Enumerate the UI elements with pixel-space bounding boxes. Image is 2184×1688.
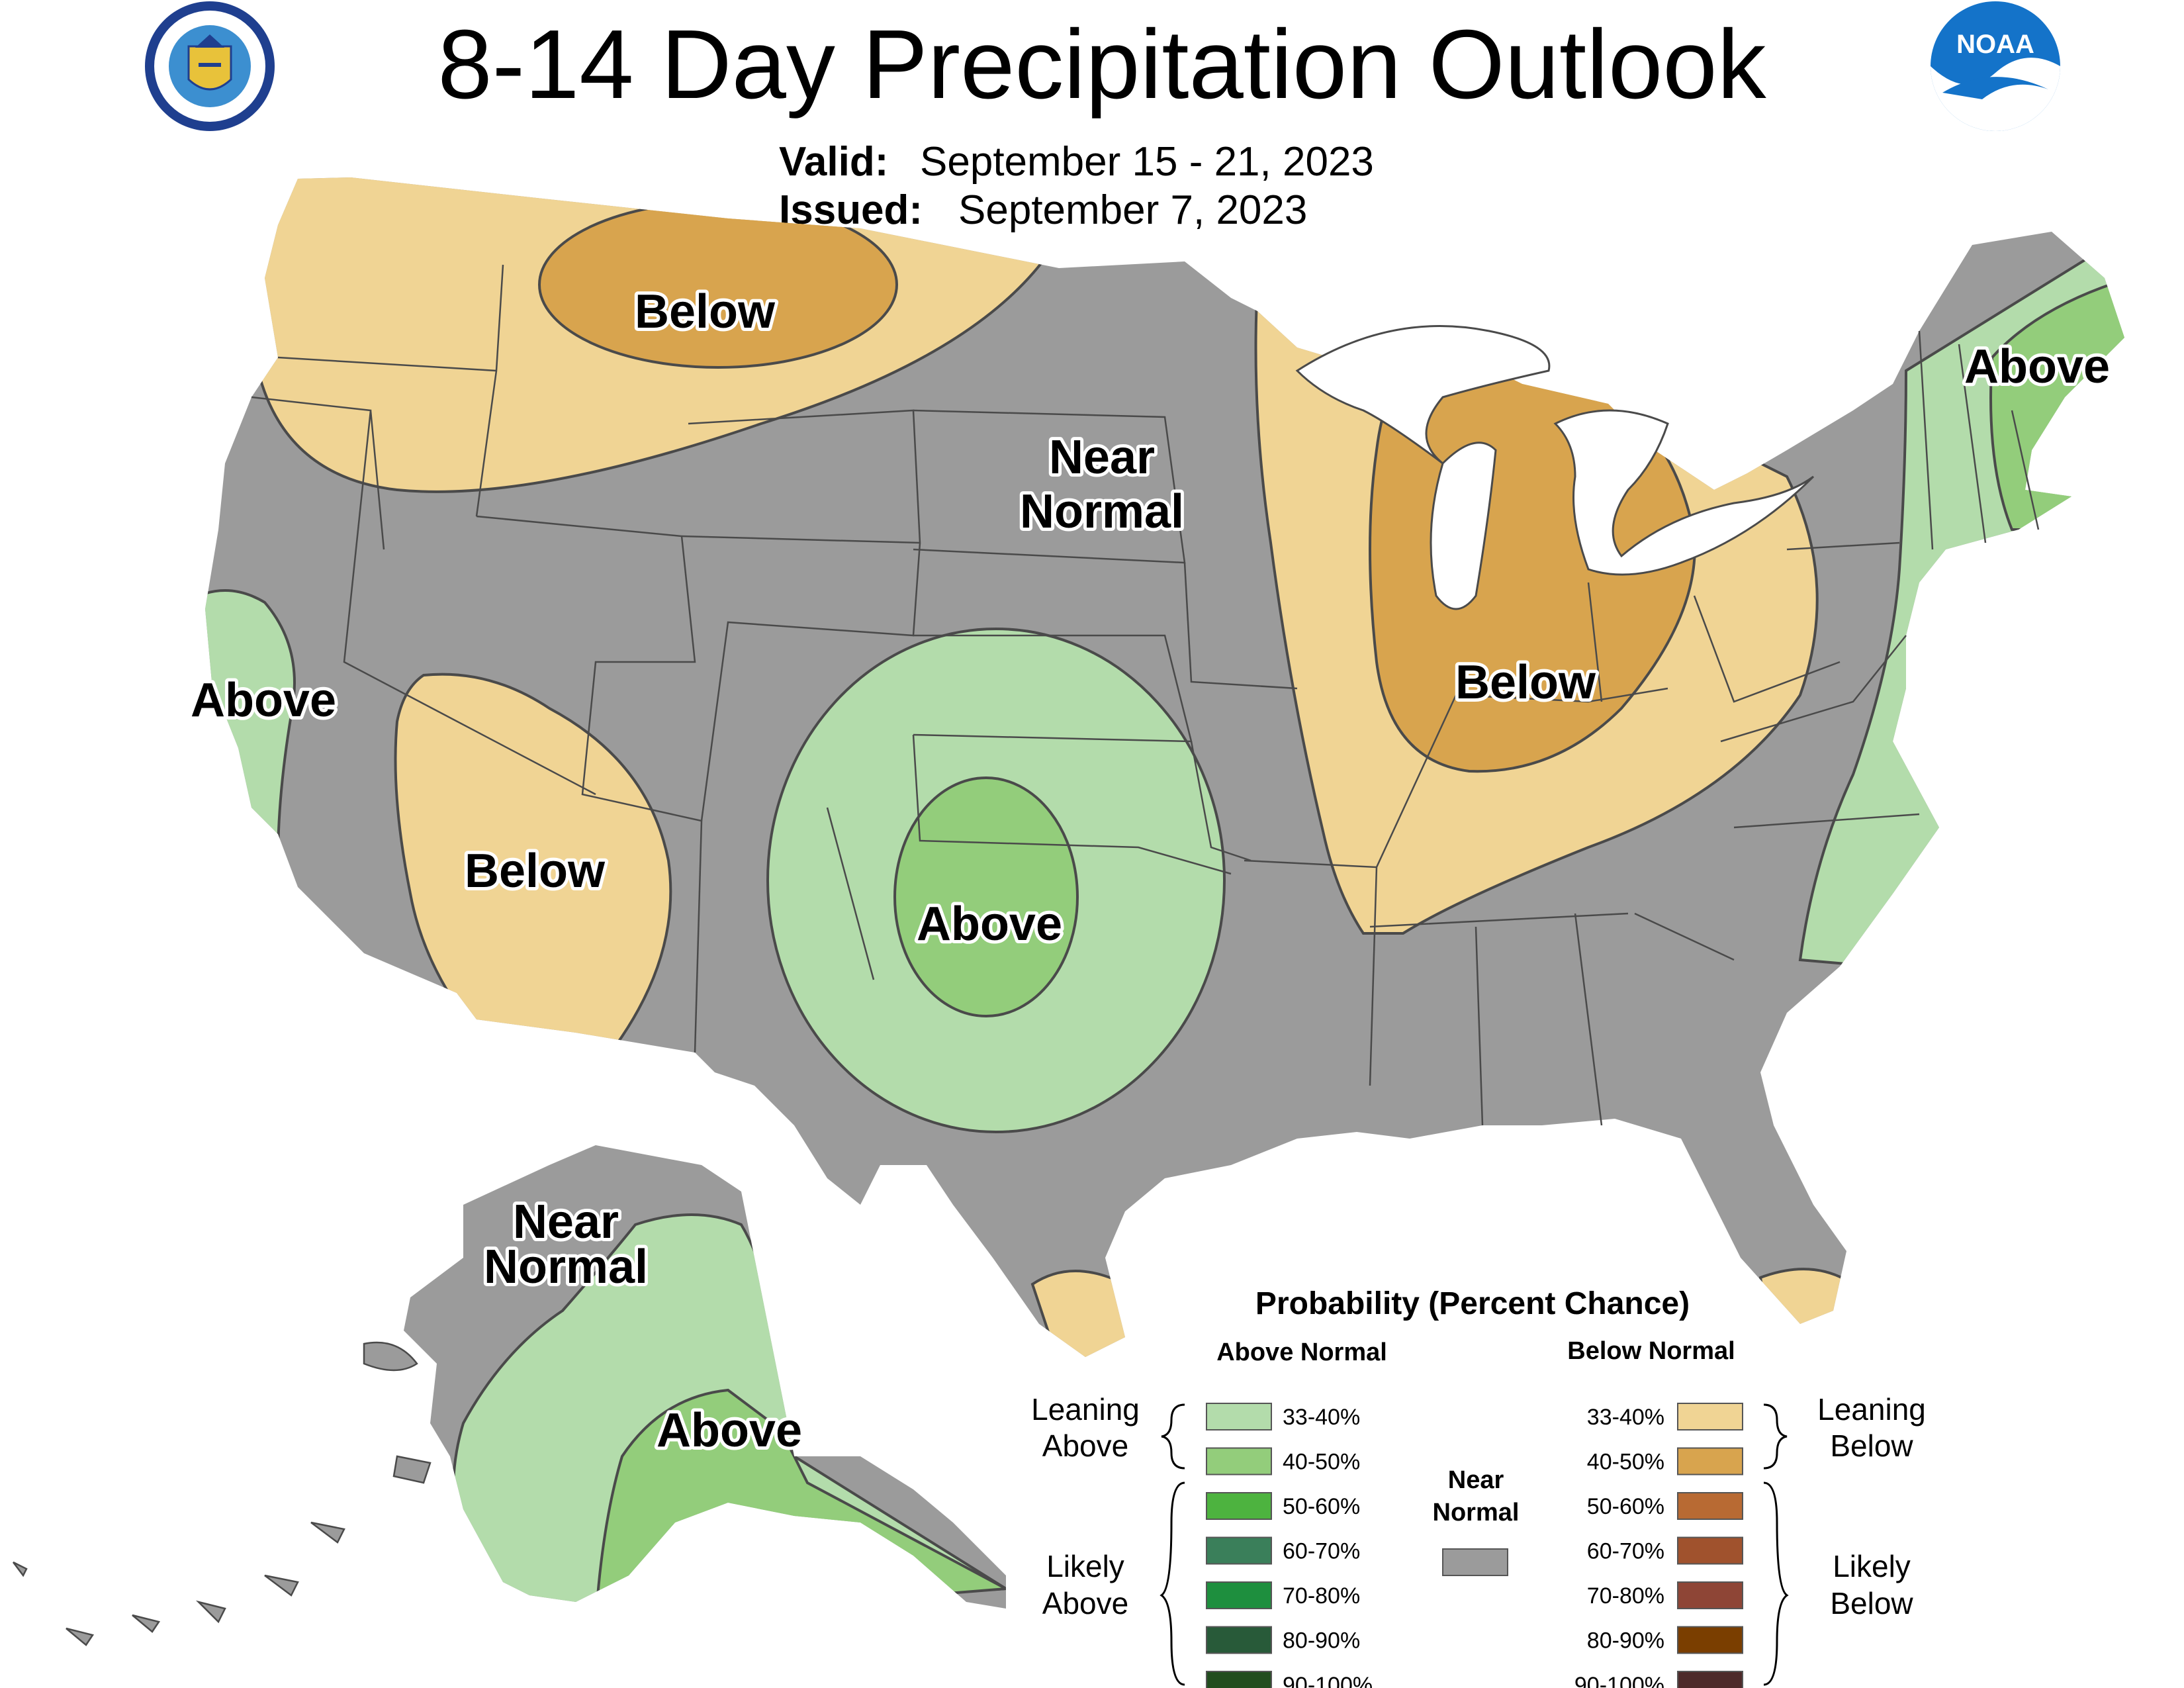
label-ak-near-1: Near — [513, 1196, 619, 1248]
legend-below-swatch-6 — [1677, 1626, 1743, 1654]
legend-above-range-2: 40-50% — [1283, 1450, 1360, 1475]
legend-below-swatch-5 — [1677, 1581, 1743, 1609]
legend-below-swatch-3 — [1677, 1492, 1743, 1520]
legend-leaning-above-1: Leaning — [1031, 1392, 1140, 1427]
legend-near-normal-1: Near — [1448, 1466, 1504, 1494]
legend-above-swatch-4 — [1206, 1536, 1272, 1565]
legend-likely-below-2: Below — [1830, 1586, 1913, 1620]
great-lakes — [1295, 325, 1815, 610]
legend-below-range-4: 60-70% — [1587, 1539, 1664, 1564]
legend-above-range-6: 80-90% — [1283, 1628, 1360, 1654]
label-gl-below: Below — [1455, 656, 1596, 709]
legend-above-rows: 33-40% 40-50% 50-60% 60-70% 70-80% 80-90% 90-1… — [1206, 1403, 1373, 1688]
legend-below-range-7: 90-100% — [1574, 1673, 1664, 1688]
label-ak-above: Above — [657, 1404, 802, 1457]
label-ak-near-2: Normal — [484, 1241, 648, 1293]
legend-swatch-near-normal — [1442, 1548, 1508, 1576]
noaa-logo-icon: NOAA — [1931, 1, 2060, 131]
label-sp-above: Above — [917, 898, 1062, 951]
legend-below-swatch-2 — [1677, 1447, 1743, 1476]
legend-brace-likely-above — [1160, 1481, 1185, 1686]
page-title: 8-14 Day Precipitation Outlook — [437, 10, 1766, 119]
legend-leaning-above-2: Above — [1042, 1429, 1128, 1463]
aleutian-islands — [13, 1341, 432, 1646]
valid-label: Valid: — [779, 139, 888, 185]
legend-brace-likely-below — [1763, 1481, 1789, 1686]
legend-above-swatch-7 — [1206, 1671, 1272, 1688]
legend-below-swatch-1 — [1677, 1403, 1743, 1430]
legend-below-range-6: 80-90% — [1587, 1628, 1664, 1654]
conus-map — [205, 177, 2124, 1357]
legend-brace-leaning-below — [1763, 1403, 1788, 1470]
legend-above-range-5: 70-80% — [1283, 1583, 1360, 1609]
state-boundaries — [251, 264, 2040, 1126]
legend-above-range-7: 90-100% — [1283, 1673, 1373, 1688]
label-pnw-below: Below — [635, 285, 776, 338]
legend-above-swatch-2 — [1206, 1447, 1272, 1476]
legend-likely-above-2: Above — [1042, 1586, 1128, 1620]
legend-above-range-4: 60-70% — [1283, 1539, 1360, 1564]
legend-likely-below-1: Likely — [1833, 1549, 1911, 1583]
svg-text:NOAA: NOAA — [1956, 30, 2034, 59]
map-labels: Below Near Normal Above Below Above Belo… — [187, 282, 2113, 1460]
legend-above-range-1: 33-40% — [1283, 1405, 1360, 1430]
legend-near-normal-2: Normal — [1433, 1499, 1520, 1526]
legend-brace-leaning-above — [1161, 1403, 1185, 1470]
valid-dates: September 15 - 21, 2023 — [920, 139, 1374, 185]
legend-below-range-1: 33-40% — [1587, 1405, 1664, 1430]
label-sw-below: Below — [465, 845, 606, 898]
label-near-normal-1: Near — [1049, 431, 1155, 484]
legend-above-swatch-3 — [1206, 1492, 1272, 1520]
legend-below-swatch-7 — [1677, 1671, 1743, 1688]
legend-above-swatch-5 — [1206, 1581, 1272, 1609]
legend-above-swatch-1 — [1206, 1403, 1272, 1430]
label-near-normal-2: Normal — [1020, 485, 1184, 538]
legend-above-swatch-6 — [1206, 1626, 1272, 1654]
legend-below-range-3: 50-60% — [1587, 1494, 1664, 1519]
legend-above-range-3: 50-60% — [1283, 1494, 1360, 1519]
legend-below-range-2: 40-50% — [1587, 1450, 1664, 1475]
legend-leaning-below-1: Leaning — [1817, 1392, 1926, 1427]
legend-below-swatch-4 — [1677, 1536, 1743, 1565]
legend-below-rows: 33-40% 40-50% 50-60% 60-70% 70-80% 80-90% 90-1… — [1574, 1403, 1743, 1688]
legend-below-range-5: 70-80% — [1587, 1583, 1664, 1609]
commerce-seal-icon — [145, 1, 275, 131]
label-ne-above: Above — [1964, 340, 2110, 393]
legend-title: Probability (Percent Chance) — [1255, 1286, 1690, 1321]
legend-leaning-below-2: Below — [1830, 1429, 1913, 1463]
legend-below-header: Below Normal — [1567, 1337, 1735, 1365]
legend-above-header: Above Normal — [1216, 1338, 1387, 1366]
label-ca-above: Above — [191, 674, 336, 727]
legend: Probability (Percent Chance) Above Norma… — [1031, 1286, 1926, 1688]
issued-date: September 7, 2023 — [958, 187, 1307, 233]
alaska-map — [13, 1145, 1006, 1646]
legend-likely-above-1: Likely — [1046, 1549, 1124, 1583]
